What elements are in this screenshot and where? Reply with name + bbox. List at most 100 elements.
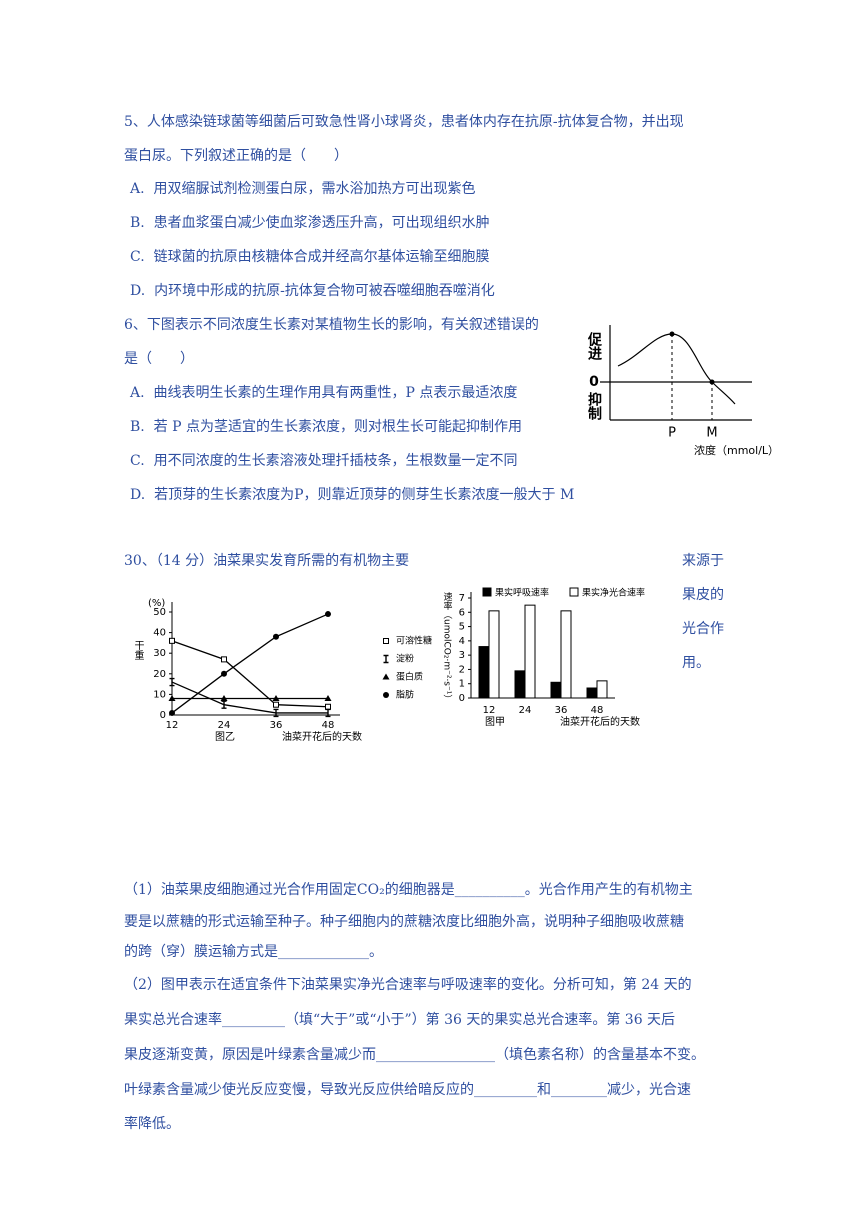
- marker: [221, 656, 227, 663]
- question-text: 蛋白尿。下列叙述正确的是（ ）: [124, 148, 348, 164]
- question-text: 果皮逐渐变黄，原因是叶绿素含量减少而_________________（填色素名…: [124, 1047, 705, 1063]
- y-tick-label: 40: [153, 628, 166, 639]
- y-tick-label: 50: [153, 607, 166, 618]
- line: [171, 613, 329, 714]
- question-text: 用。: [682, 655, 710, 671]
- bar: [550, 681, 562, 699]
- y-tick-label: 4: [459, 636, 465, 647]
- point-label: M: [706, 426, 717, 441]
- legend-marker: [383, 692, 389, 698]
- legend-label: 淀粉: [396, 653, 414, 665]
- auxin-figure: 促进 0 抑制 P M 浓度（mmol/L）: [586, 325, 779, 457]
- point-label: P: [668, 426, 676, 441]
- option: C. 用不同浓度的生长素溶液处理扦插枝条，生根数量一定不同: [130, 453, 518, 469]
- question-text: 的跨（穿）膜运输方式是_____________。: [124, 944, 383, 960]
- y-tick-label: 3: [459, 650, 465, 661]
- x-tick-label: 36: [555, 705, 568, 716]
- y-tick-label: 2: [459, 664, 465, 675]
- axis-label: 浓度（mmol/L）: [694, 443, 779, 457]
- curve: [617, 333, 736, 405]
- bar: [478, 646, 490, 699]
- marker: [324, 695, 332, 702]
- bar: [596, 680, 608, 699]
- axis-label: 0: [589, 374, 599, 390]
- x-tick-label: 48: [591, 705, 604, 716]
- bar: [514, 670, 526, 699]
- option: B. 若 P 点为茎适宜的生长素浓度，则对根生长可能起抑制作用: [130, 419, 522, 435]
- x-tick-label: 12: [166, 720, 179, 731]
- legend-marker: [383, 654, 389, 664]
- legend-label: 果实呼吸速率: [495, 587, 549, 599]
- question-text: 光合作: [682, 621, 724, 637]
- y-tick-label: 1: [459, 679, 465, 690]
- question-text: 30、（14 分）油菜果实发育所需的有机物主要: [124, 553, 410, 569]
- line: [171, 640, 329, 708]
- marker: [221, 700, 227, 709]
- y-tick-label: 20: [153, 669, 166, 680]
- marker: [325, 708, 331, 718]
- axis-label: 油菜开花后的天数: [560, 715, 640, 728]
- question-text: 叶绿素含量减少使光反应变慢，导致光反应供给暗反应的_________和_____…: [124, 1082, 691, 1098]
- bar: [586, 687, 598, 699]
- marker: [221, 670, 227, 677]
- marker: [273, 633, 279, 640]
- y-tick-label: 5: [459, 622, 465, 633]
- marker: [168, 695, 176, 702]
- y-tick-label: 30: [153, 648, 166, 659]
- marker: [169, 709, 175, 716]
- marker: [169, 637, 175, 644]
- marker: [273, 708, 279, 718]
- option: A. 曲线表明生长素的生理作用具有两重性，P 点表示最适浓度: [130, 385, 518, 401]
- legend-label: 果实净光合速率: [582, 587, 645, 599]
- marker: [325, 703, 331, 710]
- caption: 图甲: [485, 716, 505, 728]
- axis-label: 油菜开花后的天数: [282, 730, 362, 743]
- x-tick-label: 24: [519, 705, 532, 716]
- option: A. 用双缩脲试剂检测蛋白尿，需水浴加热方可出现紫色: [130, 181, 476, 197]
- legend-marker: [569, 587, 579, 597]
- question-text: 6、下图表示不同浓度生长素对某植物生长的影响，有关叙述错误的: [124, 317, 539, 333]
- question-text: 是（ ）: [124, 351, 194, 367]
- x-tick-label: 48: [322, 720, 335, 731]
- axis-label: 抑制: [586, 391, 602, 421]
- marker: [273, 701, 279, 708]
- axis-label: (%): [148, 598, 165, 609]
- marker: [220, 695, 228, 702]
- question-text: （2）图甲表示在适宜条件下油菜果实净光合速率与呼吸速率的变化。分析可知，第 24…: [124, 977, 692, 993]
- y-tick-label: 0: [459, 693, 465, 704]
- legend-label: 可溶性糖: [396, 635, 432, 647]
- question-text: （1）油菜果皮细胞通过光合作用固定CO₂的细胞器是__________。光合作用…: [124, 882, 693, 898]
- question-text: 来源于: [682, 553, 724, 569]
- legend-marker: [383, 638, 389, 644]
- question-text: 果实总光合速率_________（填“大于”或“小于”）第 36 天的果实总光合…: [124, 1012, 676, 1028]
- axis-label: 促进: [586, 331, 603, 360]
- y-tick-label: 6: [459, 607, 465, 618]
- legend-label: 蛋白质: [396, 671, 423, 683]
- x-tick-label: 36: [270, 720, 283, 731]
- line-chart: 0 10 20 30 40 50 12 24 36 48 干重 (%) 图乙 油菜开花后的天数 可溶性糖淀粉…: [132, 598, 432, 743]
- legend-marker: [482, 587, 492, 597]
- caption: 图乙: [215, 731, 235, 743]
- question-text: 要是以蔗糖的形式运输至种子。种子细胞内的蔗糖浓度比细胞外高，说明种子细胞吸收蔗糖: [124, 914, 684, 930]
- question-text: 率降低。: [124, 1116, 180, 1132]
- option: C. 链球菌的抗原由核糖体合成并经高尔基体运输至细胞膜: [130, 249, 490, 265]
- legend-marker: [382, 673, 390, 680]
- question-text: 5、人体感染链球菌等细菌后可致急性肾小球肾炎，患者体内存在抗原-抗体复合物，并出…: [124, 114, 684, 130]
- x-tick-label: 24: [218, 720, 231, 731]
- marker: [169, 677, 175, 687]
- marker: [272, 695, 280, 702]
- y-tick-label: 0: [160, 710, 166, 721]
- bar: [560, 610, 572, 699]
- line: [171, 681, 328, 714]
- bar: [524, 604, 536, 699]
- bar: [488, 610, 500, 699]
- marker: [325, 611, 331, 618]
- y-tick-label: 7: [459, 593, 465, 604]
- legend-label: 脂肪: [396, 689, 414, 701]
- option: D. 若顶芽的生长素浓度为P，则靠近顶芽的侧芽生长素浓度一般大于 M: [130, 487, 575, 503]
- option: B. 患者血浆蛋白减少使血浆渗透压升高，可出现组织水肿: [130, 215, 490, 231]
- axis-label: 速率（umolCO₂·m⁻²·s⁻¹）: [442, 592, 453, 703]
- question-text: 果皮的: [682, 587, 724, 603]
